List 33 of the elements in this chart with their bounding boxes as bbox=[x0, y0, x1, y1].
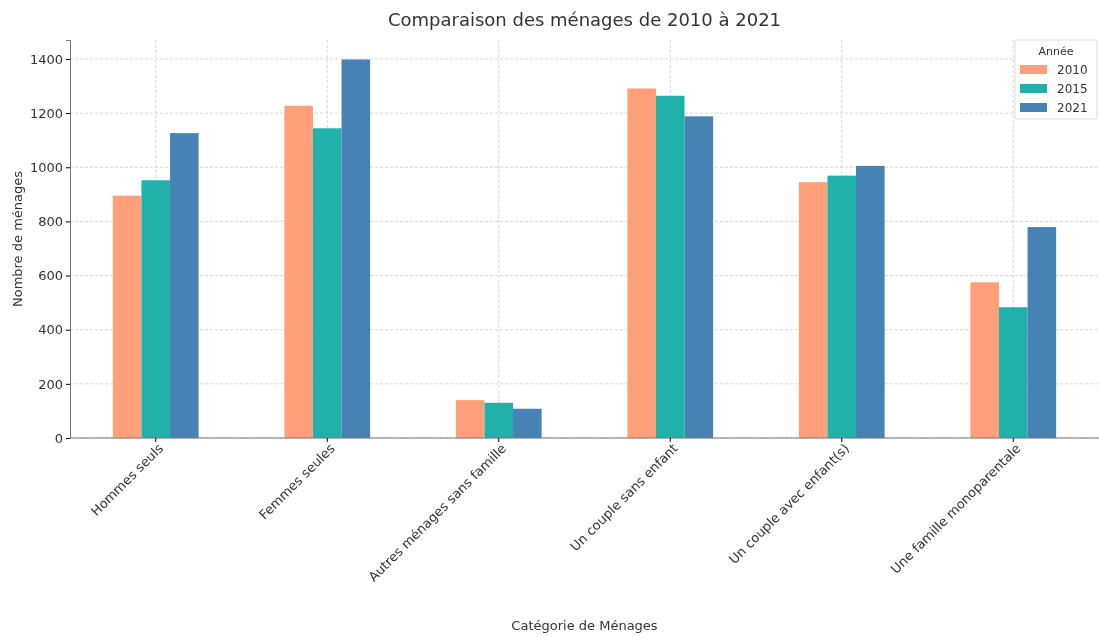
y-tick-label: 0 bbox=[54, 430, 63, 446]
y-tick-label: 800 bbox=[38, 214, 63, 230]
y-tick-label: 600 bbox=[38, 268, 63, 284]
bar bbox=[856, 165, 885, 438]
legend-label: 2010 bbox=[1057, 63, 1088, 77]
y-axis-title: Nombre de ménages bbox=[10, 170, 25, 308]
bar bbox=[312, 128, 342, 438]
bar bbox=[827, 175, 857, 438]
bar bbox=[513, 408, 542, 438]
bar bbox=[1027, 227, 1057, 438]
chart-title: Comparaison des ménages de 2010 à 2021 bbox=[387, 9, 782, 30]
legend-title: Année bbox=[1038, 45, 1074, 58]
bar bbox=[341, 59, 371, 438]
legend-label: 2015 bbox=[1057, 82, 1088, 96]
y-tick-label: 1000 bbox=[29, 159, 63, 175]
bar bbox=[998, 307, 1028, 438]
bar bbox=[970, 282, 999, 438]
y-tick-label: 1200 bbox=[29, 105, 63, 121]
bar bbox=[484, 402, 514, 438]
bar bbox=[627, 88, 656, 438]
bar bbox=[284, 105, 313, 438]
bar bbox=[112, 195, 142, 438]
y-tick-label: 400 bbox=[38, 322, 63, 338]
y-tick-label: 1400 bbox=[29, 51, 63, 67]
bar bbox=[798, 182, 828, 438]
bar bbox=[455, 400, 485, 438]
y-tick-label: 200 bbox=[38, 376, 63, 392]
legend-label: 2021 bbox=[1057, 101, 1088, 115]
bar bbox=[684, 116, 714, 438]
x-axis-title: Catégorie de Ménages bbox=[511, 618, 658, 633]
bar bbox=[141, 180, 171, 438]
bar bbox=[655, 95, 685, 438]
bar bbox=[170, 133, 199, 438]
